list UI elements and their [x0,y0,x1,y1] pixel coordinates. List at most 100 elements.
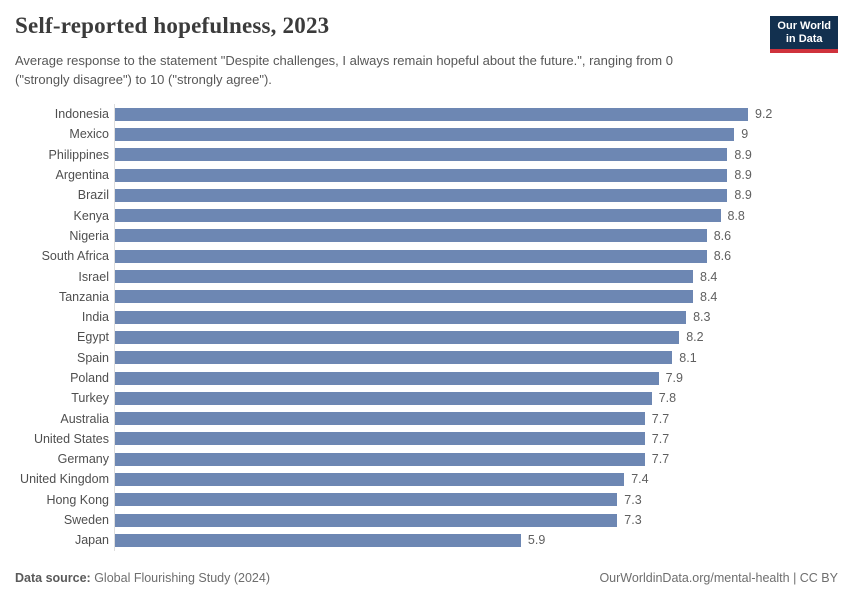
country-label: United States [33,431,109,446]
bar-area: 8.3 [114,306,850,328]
country-label: Philippines [48,147,109,162]
value-label: 8.4 [700,269,718,284]
chart-footer: Data source: Global Flourishing Study (2… [0,571,850,585]
country-label: Tanzania [58,289,109,304]
bar[interactable] [115,452,645,466]
bar-area: 7.7 [114,428,850,450]
data-source-text: Global Flourishing Study (2024) [90,571,270,585]
chart-row: Japan 5.9 [0,530,850,551]
bar[interactable] [115,371,659,385]
bar[interactable] [115,351,673,365]
owid-logo[interactable]: Our World in Data [770,16,838,53]
chart-row: Mexico 9 [0,124,850,145]
bar[interactable] [115,391,652,405]
value-label: 7.7 [651,452,670,467]
country-label: Mexico [69,127,109,142]
country-label: India [81,310,109,325]
bar-area: 8.4 [114,266,850,287]
bar[interactable] [115,249,707,263]
chart-row: Kenya 8.8 [0,205,850,226]
owid-logo-line1: Our World [777,20,831,32]
country-label: Egypt [77,330,109,345]
data-source: Data source: Global Flourishing Study (2… [15,571,270,585]
value-label: 8.4 [700,289,718,304]
bar-area: 8.6 [114,246,850,267]
chart-row: Hong Kong 7.3 [0,489,850,510]
bar-area: 8.4 [114,286,850,307]
value-label: 7.7 [651,431,670,446]
country-label: Germany [57,452,109,467]
credit-link[interactable]: OurWorldinData.org/mental-health | CC BY [599,571,838,585]
bar-area: 8.6 [114,225,850,247]
country-label: Poland [70,371,109,385]
bar-area: 7.3 [114,509,850,531]
value-label: 8.6 [713,228,732,243]
chart-row: Australia 7.7 [0,408,850,429]
country-label: Sweden [63,513,109,528]
chart-row: Sweden 7.3 [0,509,850,531]
country-label: Kenya [73,208,109,223]
bar-chart: Indonesia 9.2 Mexico 9 Philippines 8.9 A… [0,104,850,551]
bar[interactable] [115,493,618,507]
value-label: 7.3 [624,513,642,528]
bar[interactable] [115,310,687,324]
country-label: Turkey [71,391,109,406]
bar[interactable] [115,209,721,223]
country-label: Indonesia [54,107,109,122]
bar[interactable] [115,188,728,202]
bar-area: 8.1 [114,347,850,368]
value-label: 8.3 [693,310,711,325]
value-label: 8.2 [686,330,704,345]
value-label: 8.8 [727,208,745,223]
bar-area: 7.7 [114,449,850,470]
country-label: Nigeria [69,228,109,243]
country-label: South Africa [41,249,109,264]
chart-row: Germany 7.7 [0,449,850,470]
bar-area: 5.9 [114,530,850,551]
chart-row: Nigeria 8.6 [0,225,850,247]
value-label: 5.9 [527,533,546,548]
bar[interactable] [115,432,645,446]
bar[interactable] [115,229,707,243]
value-label: 7.7 [651,411,670,426]
bar[interactable] [115,472,625,486]
bar[interactable] [115,270,693,284]
value-label: 9 [741,127,749,142]
bar[interactable] [115,513,618,527]
bar[interactable] [115,127,735,141]
value-label: 8.9 [734,147,752,162]
chart-subtitle: Average response to the statement "Despi… [15,53,673,87]
value-label: 7.3 [624,492,642,507]
bar[interactable] [115,533,521,547]
bar[interactable] [115,107,748,121]
chart-row: United States 7.7 [0,428,850,450]
value-label: 7.4 [631,472,649,487]
value-label: 7.8 [658,391,677,406]
value-label: 9.2 [755,107,773,122]
country-label: Spain [77,350,109,365]
country-label: United Kingdom [20,472,109,487]
bar-area: 8.9 [114,144,850,165]
chart-rows: Indonesia 9.2 Mexico 9 Philippines 8.9 A… [0,104,850,551]
chart-row: Egypt 8.2 [0,327,850,348]
chart-row: Israel 8.4 [0,266,850,287]
country-label: Australia [60,411,109,426]
bar[interactable] [115,412,645,426]
bar-area: 8.2 [114,327,850,348]
bar-area: 8.9 [114,185,850,206]
chart-row: Spain 8.1 [0,347,850,368]
country-label: Argentina [55,168,109,183]
value-label: 7.9 [665,371,683,385]
chart-row: Philippines 8.9 [0,144,850,165]
bar-area: 7.9 [114,367,850,389]
bar-area: 9 [114,124,850,145]
bar-area: 9.2 [114,104,850,125]
bar[interactable] [115,148,728,162]
bar-area: 7.4 [114,469,850,490]
country-label: Japan [74,533,109,548]
bar[interactable] [115,330,680,344]
bar[interactable] [115,168,728,182]
value-label: 8.9 [734,188,752,203]
bar[interactable] [115,290,693,304]
